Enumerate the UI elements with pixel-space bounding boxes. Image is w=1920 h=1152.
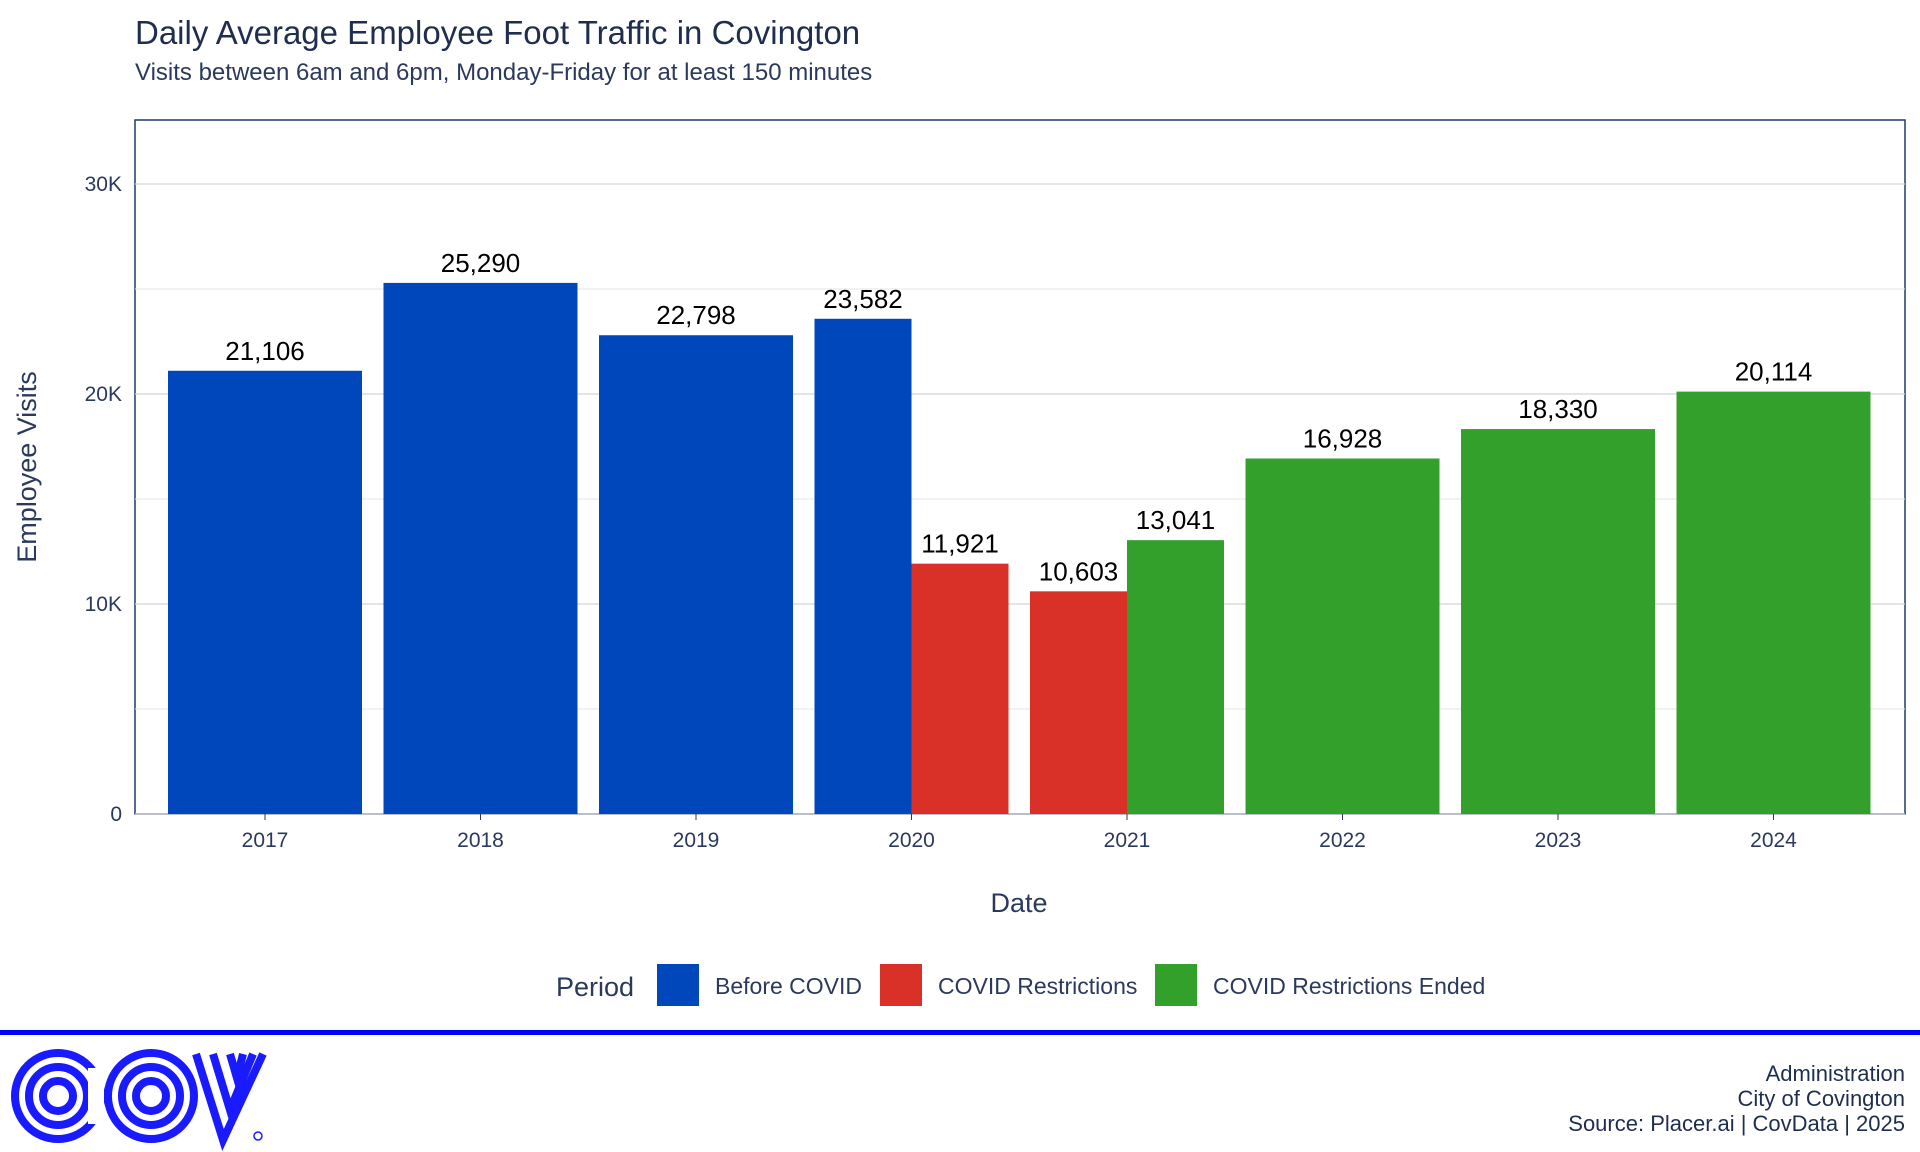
bar-2024 [1676, 391, 1871, 814]
x-tick-label: 2019 [673, 829, 720, 852]
y-tick-label: 30K [85, 173, 122, 196]
bar-value-label: 11,921 [921, 529, 999, 559]
bar-value-label: 22,798 [656, 300, 736, 330]
bar-value-label: 13,041 [1136, 505, 1216, 535]
x-axis-title: Date [990, 888, 1047, 918]
x-tick-label: 2021 [1104, 829, 1151, 852]
bars [168, 282, 1871, 814]
bar-2020-a [814, 318, 912, 814]
footer-rule [0, 1030, 1920, 1035]
bar-2021-a [1030, 591, 1127, 814]
y-axis-title: Employee Visits [12, 371, 42, 563]
legend-label: Before COVID [715, 973, 862, 999]
x-axis-ticks: 2017 2018 2019 2020 2021 2022 2023 2024 [242, 814, 1797, 852]
legend-title: Period [556, 972, 634, 1002]
cov-logo [11, 1049, 267, 1152]
bar-2023 [1461, 429, 1655, 814]
x-tick-label: 2022 [1319, 829, 1366, 852]
chart-subtitle: Visits between 6am and 6pm, Monday-Frida… [135, 59, 872, 86]
x-tick-label: 2017 [242, 829, 289, 852]
footer-line-2: City of Covington [1737, 1086, 1905, 1111]
legend-swatch [880, 964, 922, 1006]
bar-2020-b [911, 563, 1009, 814]
y-axis-ticks: 0 10K 20K 30K [85, 173, 122, 826]
bar-value-label: 10,603 [1039, 556, 1119, 586]
bar-2019 [599, 335, 793, 814]
y-tick-label: 10K [85, 593, 122, 616]
y-tick-label: 20K [85, 383, 122, 406]
bar-2021-b [1127, 540, 1224, 814]
x-tick-label: 2024 [1750, 829, 1797, 852]
footer-line-1: Administration [1766, 1061, 1905, 1086]
bar-value-label: 21,106 [225, 336, 305, 366]
x-tick-label: 2020 [888, 829, 935, 852]
legend-swatch [657, 964, 699, 1006]
legend-swatch [1155, 964, 1197, 1006]
y-tick-label: 0 [110, 803, 122, 826]
x-tick-label: 2023 [1535, 829, 1582, 852]
legend-label: COVID Restrictions [938, 973, 1137, 999]
data-labels: 21,106 25,290 22,798 23,582 11,921 10,603 13,0… [225, 248, 1812, 586]
footer-line-3: Source: Placer.ai | CovData | 2025 [1568, 1111, 1905, 1136]
footer-credits: Administration City of Covington Source:… [1568, 1061, 1905, 1136]
bar-2017 [168, 370, 362, 814]
bar-value-label: 16,928 [1303, 424, 1383, 454]
x-tick-label: 2018 [457, 829, 504, 852]
chart-title: Daily Average Employee Foot Traffic in C… [135, 14, 860, 51]
bar-value-label: 23,582 [823, 284, 903, 314]
bar-value-label: 18,330 [1518, 394, 1598, 424]
legend-label: COVID Restrictions Ended [1213, 973, 1485, 999]
bar-value-label: 25,290 [441, 248, 521, 278]
bar-2018 [383, 282, 578, 814]
bar-value-label: 20,114 [1735, 357, 1813, 387]
bar-2022 [1245, 458, 1440, 814]
legend: Period Before COVID COVID Restrictions COV… [556, 964, 1485, 1006]
